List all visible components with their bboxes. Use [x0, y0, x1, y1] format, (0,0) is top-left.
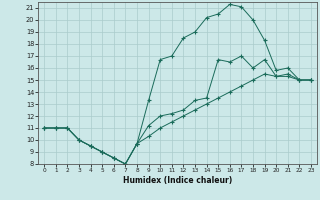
- X-axis label: Humidex (Indice chaleur): Humidex (Indice chaleur): [123, 176, 232, 185]
